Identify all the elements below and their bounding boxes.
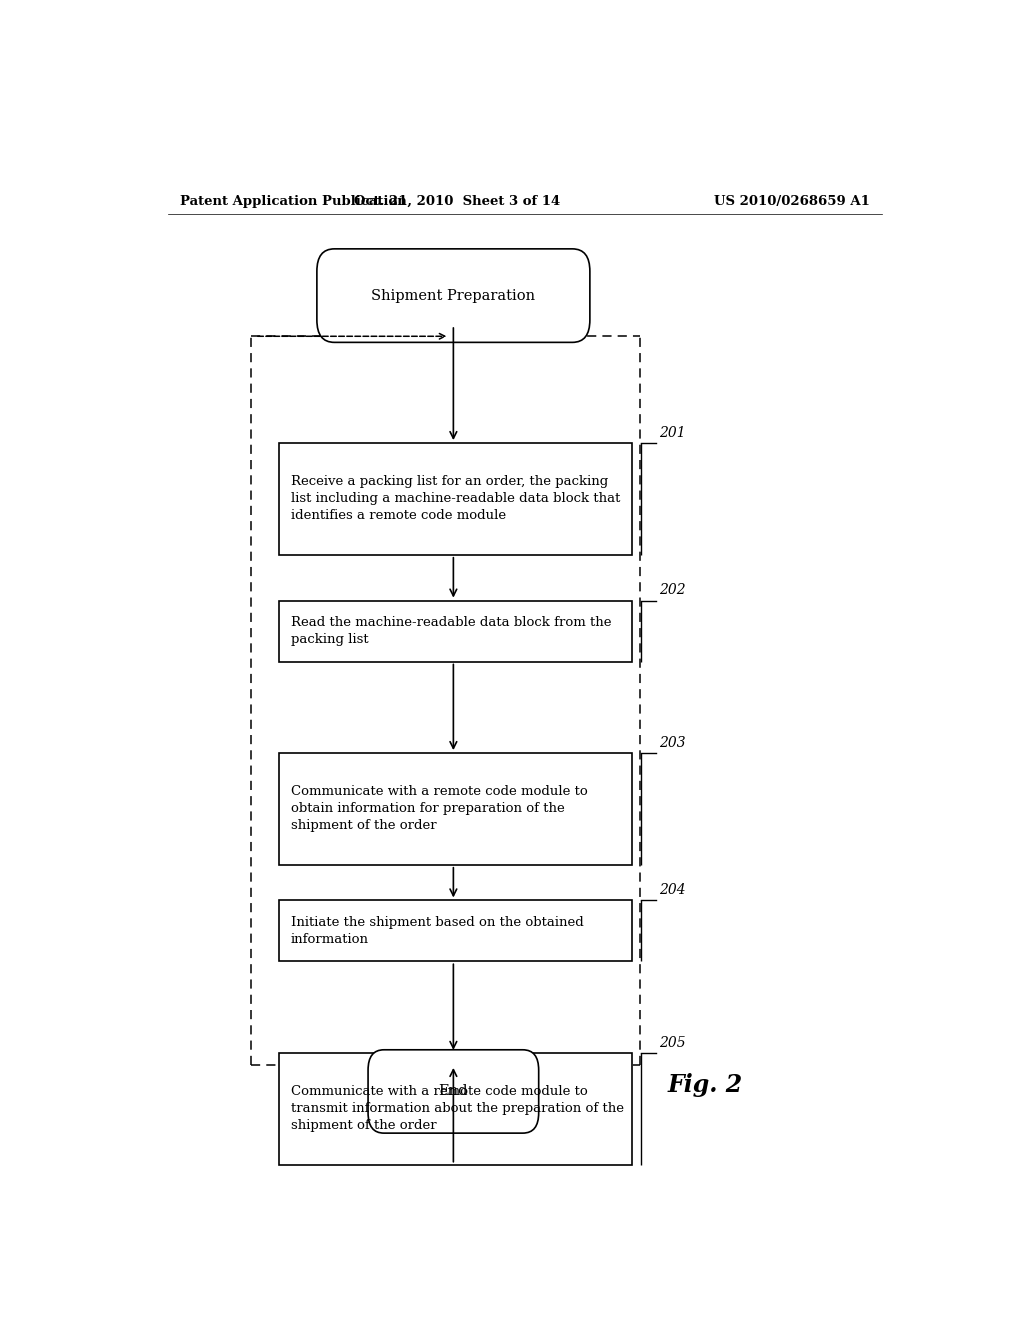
Text: Communicate with a remote code module to
obtain information for preparation of t: Communicate with a remote code module to… <box>291 785 588 833</box>
Text: Communicate with a remote code module to
transmit information about the preparat: Communicate with a remote code module to… <box>291 1085 624 1133</box>
FancyBboxPatch shape <box>279 601 632 661</box>
Text: Receive a packing list for an order, the packing
list including a machine-readab: Receive a packing list for an order, the… <box>291 475 621 523</box>
Text: US 2010/0268659 A1: US 2010/0268659 A1 <box>714 194 870 207</box>
FancyBboxPatch shape <box>279 1053 632 1164</box>
Text: 201: 201 <box>658 426 685 440</box>
Text: 204: 204 <box>658 883 685 898</box>
FancyBboxPatch shape <box>368 1049 539 1133</box>
Text: Patent Application Publication: Patent Application Publication <box>179 194 407 207</box>
Text: 202: 202 <box>658 583 685 598</box>
FancyBboxPatch shape <box>279 900 632 961</box>
Text: Read the machine-readable data block from the
packing list: Read the machine-readable data block fro… <box>291 616 611 645</box>
FancyBboxPatch shape <box>316 249 590 342</box>
FancyBboxPatch shape <box>279 752 632 865</box>
Text: 205: 205 <box>658 1036 685 1049</box>
FancyBboxPatch shape <box>279 444 632 554</box>
Text: Shipment Preparation: Shipment Preparation <box>372 289 536 302</box>
Text: Oct. 21, 2010  Sheet 3 of 14: Oct. 21, 2010 Sheet 3 of 14 <box>354 194 560 207</box>
Text: End: End <box>438 1085 468 1098</box>
Text: Fig. 2: Fig. 2 <box>668 1073 742 1097</box>
Text: 203: 203 <box>658 737 685 750</box>
Text: Initiate the shipment based on the obtained
information: Initiate the shipment based on the obtai… <box>291 916 584 946</box>
